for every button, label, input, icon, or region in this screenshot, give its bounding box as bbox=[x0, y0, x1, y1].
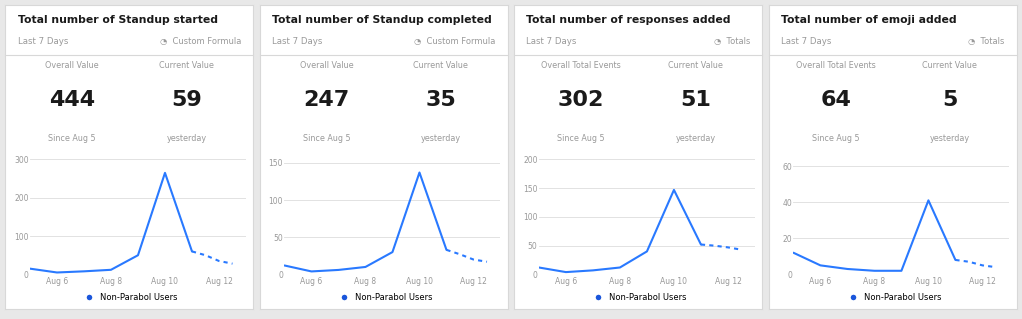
Text: Current Value: Current Value bbox=[668, 61, 723, 70]
Text: 64: 64 bbox=[821, 90, 851, 110]
Text: 35: 35 bbox=[425, 90, 456, 110]
Text: Last 7 Days: Last 7 Days bbox=[526, 37, 576, 46]
Text: ◔  Totals: ◔ Totals bbox=[968, 37, 1005, 46]
Text: 5: 5 bbox=[942, 90, 958, 110]
Text: 444: 444 bbox=[49, 90, 95, 110]
Text: 302: 302 bbox=[558, 90, 604, 110]
Text: Since Aug 5: Since Aug 5 bbox=[303, 134, 351, 143]
Legend: Non-Parabol Users: Non-Parabol Users bbox=[335, 293, 432, 302]
Text: Last 7 Days: Last 7 Days bbox=[272, 37, 322, 46]
Legend: Non-Parabol Users: Non-Parabol Users bbox=[590, 293, 687, 302]
Text: Overall Total Events: Overall Total Events bbox=[796, 61, 876, 70]
Text: Total number of Standup started: Total number of Standup started bbox=[17, 15, 218, 26]
Text: yesterday: yesterday bbox=[930, 134, 970, 143]
Text: yesterday: yesterday bbox=[676, 134, 715, 143]
Legend: Non-Parabol Users: Non-Parabol Users bbox=[844, 293, 941, 302]
Text: Overall Value: Overall Value bbox=[45, 61, 99, 70]
Text: Since Aug 5: Since Aug 5 bbox=[811, 134, 860, 143]
Legend: Non-Parabol Users: Non-Parabol Users bbox=[81, 293, 178, 302]
Text: Current Value: Current Value bbox=[923, 61, 977, 70]
Text: Overall Value: Overall Value bbox=[299, 61, 354, 70]
Text: yesterday: yesterday bbox=[421, 134, 461, 143]
Text: Total number of emoji added: Total number of emoji added bbox=[781, 15, 957, 26]
Text: 51: 51 bbox=[680, 90, 710, 110]
Text: Overall Total Events: Overall Total Events bbox=[542, 61, 621, 70]
Text: ◔  Custom Formula: ◔ Custom Formula bbox=[414, 37, 496, 46]
Text: Since Aug 5: Since Aug 5 bbox=[557, 134, 605, 143]
Text: Since Aug 5: Since Aug 5 bbox=[48, 134, 96, 143]
Text: 59: 59 bbox=[171, 90, 201, 110]
Text: Current Value: Current Value bbox=[414, 61, 468, 70]
Text: Last 7 Days: Last 7 Days bbox=[17, 37, 67, 46]
Text: Total number of responses added: Total number of responses added bbox=[526, 15, 731, 26]
Text: 247: 247 bbox=[304, 90, 350, 110]
Text: ◔  Custom Formula: ◔ Custom Formula bbox=[159, 37, 241, 46]
Text: ◔  Totals: ◔ Totals bbox=[713, 37, 750, 46]
Text: Last 7 Days: Last 7 Days bbox=[781, 37, 831, 46]
Text: yesterday: yesterday bbox=[167, 134, 206, 143]
Text: Total number of Standup completed: Total number of Standup completed bbox=[272, 15, 492, 26]
Text: Current Value: Current Value bbox=[159, 61, 214, 70]
